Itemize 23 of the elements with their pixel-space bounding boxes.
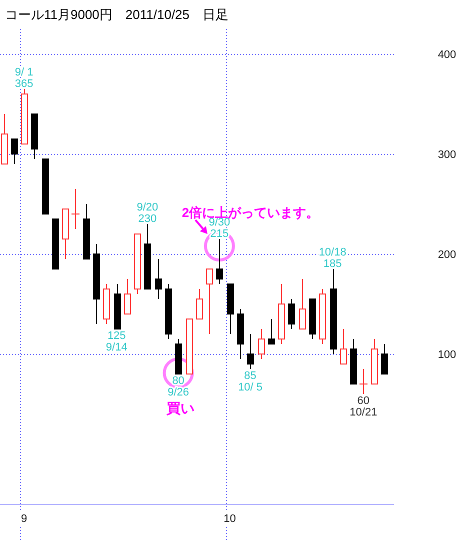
annotation: 9/ 1 bbox=[14, 66, 34, 78]
annotation: 9/26 bbox=[168, 386, 190, 398]
y-tick-label: 300 bbox=[438, 149, 456, 161]
annotation: 10/18 bbox=[318, 246, 346, 258]
annotation: 230 bbox=[138, 213, 157, 225]
x-tick-label: 9 bbox=[21, 513, 28, 525]
chart-title: コール11月9000円 2011/10/25 日足 bbox=[5, 7, 229, 22]
annotation: 85 bbox=[244, 370, 256, 382]
x-tick-label: 10 bbox=[224, 513, 236, 525]
annotation: 80 bbox=[172, 375, 184, 387]
annotation: 9/14 bbox=[106, 342, 128, 354]
annotation: 60 bbox=[357, 395, 370, 407]
annotation: 10/21 bbox=[350, 406, 378, 418]
y-tick-label: 100 bbox=[438, 349, 456, 361]
annotation: 125 bbox=[107, 330, 126, 342]
y-tick-label: 200 bbox=[438, 249, 456, 261]
y-tick-label: 400 bbox=[438, 49, 456, 61]
annotation: 185 bbox=[323, 258, 342, 270]
annotation: 9/20 bbox=[136, 202, 158, 214]
annotation: 10/ 5 bbox=[238, 382, 263, 394]
annotation: 215 bbox=[210, 228, 229, 240]
annotation: 365 bbox=[14, 78, 34, 90]
annotation: 買い bbox=[165, 400, 194, 416]
